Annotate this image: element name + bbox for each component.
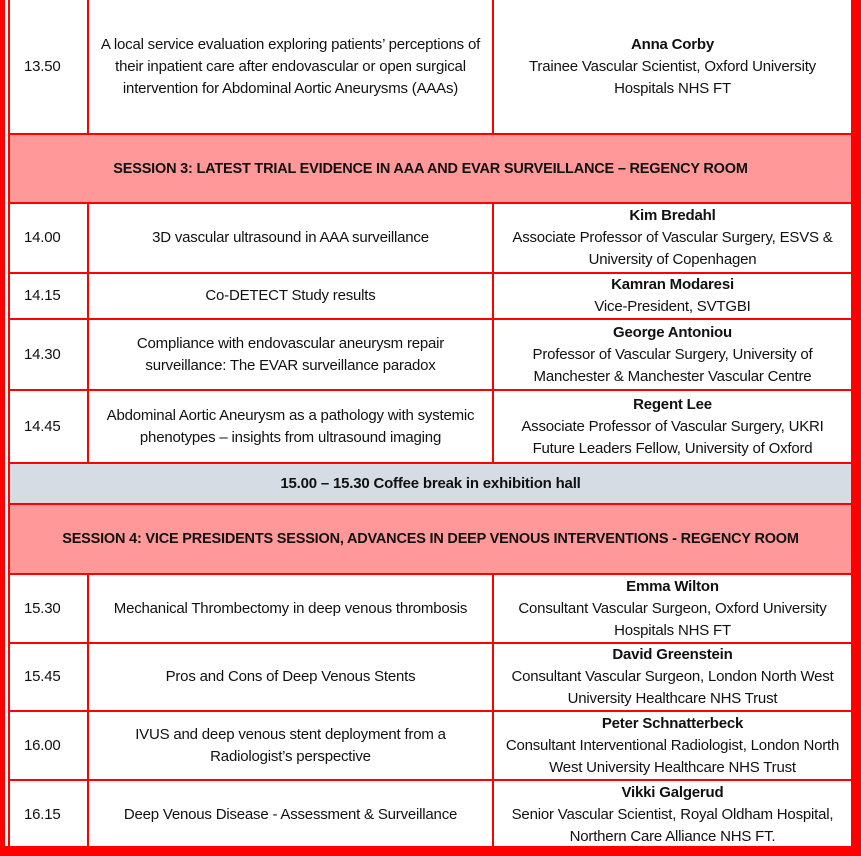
talk-title: Pros and Cons of Deep Venous Stents bbox=[87, 642, 494, 712]
time-cell: 16.15 bbox=[8, 779, 89, 850]
speaker-cell: Kim Bredahl Associate Professor of Vascul… bbox=[492, 202, 853, 274]
session-header-row: SESSION 3: LATEST TRIAL EVIDENCE IN AAA … bbox=[8, 133, 853, 204]
break-row: 15.00 – 15.30 Coffee break in exhibition… bbox=[8, 462, 853, 505]
time-cell: 14.15 bbox=[8, 272, 89, 320]
time-cell: 13.50 bbox=[8, 0, 89, 135]
talk-title: Mechanical Thrombectomy in deep venous t… bbox=[87, 573, 494, 644]
speaker-cell: Kamran Modaresi Vice-President, SVTGBI bbox=[492, 272, 853, 320]
session-label: SESSION 3: LATEST TRIAL EVIDENCE IN AAA … bbox=[8, 133, 853, 204]
time-cell: 14.30 bbox=[8, 318, 89, 391]
talk-title: Deep Venous Disease - Assessment & Surve… bbox=[87, 779, 494, 850]
speaker-role: Senior Vascular Scientist, Royal Oldham … bbox=[511, 805, 834, 845]
talk-title: Compliance with endovascular aneurysm re… bbox=[87, 318, 494, 391]
programme-row: 16.00 IVUS and deep venous stent deploym… bbox=[8, 710, 853, 781]
programme-row: 15.30 Mechanical Thrombectomy in deep ve… bbox=[8, 573, 853, 644]
break-label: 15.00 – 15.30 Coffee break in exhibition… bbox=[8, 462, 853, 505]
speaker-cell: David Greenstein Consultant Vascular Surg… bbox=[492, 642, 853, 712]
time-cell: 14.45 bbox=[8, 389, 89, 464]
speaker-name: Peter Schnatterbeck bbox=[601, 714, 744, 732]
talk-title: Abdominal Aortic Aneurysm as a pathology… bbox=[87, 389, 494, 464]
programme-row: 14.45 Abdominal Aortic Aneurysm as a pat… bbox=[8, 389, 853, 464]
speaker-name: Regent Lee bbox=[633, 395, 712, 413]
speaker-name: Kamran Modaresi bbox=[611, 276, 734, 293]
speaker-cell: George Antoniou Professor of Vascular Sur… bbox=[492, 318, 853, 391]
programme-row: 15.45 Pros and Cons of Deep Venous Stent… bbox=[8, 642, 853, 712]
programme-row: 14.15 Co-DETECT Study results Kamran Mod… bbox=[8, 272, 853, 320]
programme-table: 13.50 A local service evaluation explori… bbox=[8, 0, 853, 850]
programme-row: 14.30 Compliance with endovascular aneur… bbox=[8, 318, 853, 391]
speaker-cell: Vikki Galgerud Senior Vascular Scientist,… bbox=[492, 779, 853, 850]
speaker-role: Trainee Vascular Scientist, Oxford Unive… bbox=[529, 57, 816, 97]
speaker-name: David Greenstein bbox=[612, 646, 733, 663]
speaker-role: Consultant Vascular Surgeon, Oxford Univ… bbox=[518, 599, 827, 639]
speaker-role: Vice-President, SVTGBI bbox=[594, 298, 751, 315]
time-cell: 16.00 bbox=[8, 710, 89, 781]
page-border-right bbox=[851, 0, 861, 856]
speaker-name: Emma Wilton bbox=[626, 577, 719, 595]
speaker-name: Kim Bredahl bbox=[629, 207, 716, 224]
speaker-role: Associate Professor of Vascular Surgery,… bbox=[512, 229, 833, 268]
session-label: SESSION 4: VICE PRESIDENTS SESSION, ADVA… bbox=[8, 503, 853, 575]
talk-title: IVUS and deep venous stent deployment fr… bbox=[87, 710, 494, 781]
talk-title: A local service evaluation exploring pat… bbox=[87, 0, 494, 135]
time-cell: 15.45 bbox=[8, 642, 89, 712]
speaker-role: Consultant Vascular Surgeon, London Nort… bbox=[511, 668, 834, 707]
session-header-row: SESSION 4: VICE PRESIDENTS SESSION, ADVA… bbox=[8, 503, 853, 575]
speaker-cell: Anna Corby Trainee Vascular Scientist, Ox… bbox=[492, 0, 853, 135]
speaker-role: Associate Professor of Vascular Surgery,… bbox=[521, 417, 824, 457]
programme-row: 16.15 Deep Venous Disease - Assessment &… bbox=[8, 779, 853, 850]
speaker-cell: Peter Schnatterbeck Consultant Interventi… bbox=[492, 710, 853, 781]
speaker-role: Professor of Vascular Surgery, Universit… bbox=[532, 345, 813, 385]
time-cell: 14.00 bbox=[8, 202, 89, 274]
talk-title: 3D vascular ultrasound in AAA surveillan… bbox=[87, 202, 494, 274]
speaker-role: Consultant Interventional Radiologist, L… bbox=[505, 736, 840, 776]
speaker-name: Anna Corby bbox=[630, 35, 714, 53]
programme-row: 14.00 3D vascular ultrasound in AAA surv… bbox=[8, 202, 853, 274]
talk-title: Co-DETECT Study results bbox=[87, 272, 494, 320]
programme-row: 13.50 A local service evaluation explori… bbox=[8, 0, 853, 135]
speaker-cell: Emma Wilton Consultant Vascular Surgeon, … bbox=[492, 573, 853, 644]
page-border-bottom bbox=[0, 846, 861, 856]
speaker-name: George Antoniou bbox=[613, 323, 732, 341]
time-cell: 15.30 bbox=[8, 573, 89, 644]
speaker-name: Vikki Galgerud bbox=[621, 783, 724, 801]
speaker-cell: Regent Lee Associate Professor of Vascula… bbox=[492, 389, 853, 464]
page-border-left bbox=[0, 0, 5, 856]
